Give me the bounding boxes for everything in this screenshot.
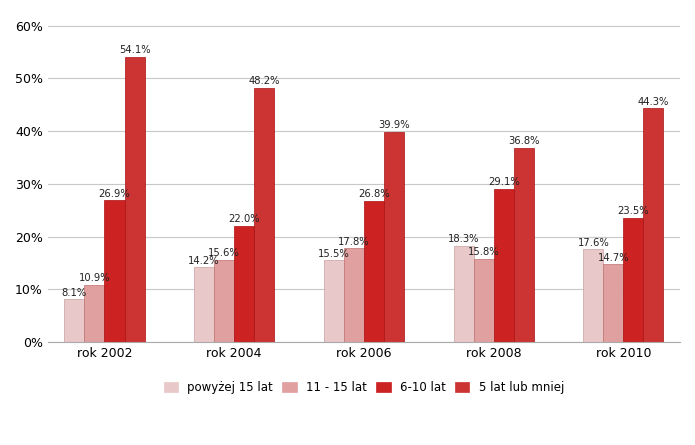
Bar xyxy=(84,284,104,342)
Bar xyxy=(344,248,364,342)
Bar xyxy=(65,299,84,342)
Bar xyxy=(234,226,254,342)
Text: 48.2%: 48.2% xyxy=(249,76,280,86)
Text: 22.0%: 22.0% xyxy=(229,214,260,224)
Text: 26.8%: 26.8% xyxy=(358,189,390,199)
Text: 15.8%: 15.8% xyxy=(468,247,500,257)
Bar xyxy=(194,267,214,342)
Text: 36.8%: 36.8% xyxy=(508,136,539,146)
Text: 15.6%: 15.6% xyxy=(208,248,240,258)
Bar xyxy=(473,259,493,342)
Text: 17.6%: 17.6% xyxy=(578,238,610,247)
Text: 26.9%: 26.9% xyxy=(99,189,131,198)
Bar xyxy=(364,201,384,342)
Text: 23.5%: 23.5% xyxy=(618,206,649,216)
Text: 14.7%: 14.7% xyxy=(598,253,629,263)
Bar xyxy=(603,264,623,342)
Text: 54.1%: 54.1% xyxy=(119,45,150,55)
Text: 17.8%: 17.8% xyxy=(338,237,370,247)
Bar xyxy=(623,218,644,342)
Text: 39.9%: 39.9% xyxy=(378,120,410,130)
Bar xyxy=(124,57,145,342)
Text: 10.9%: 10.9% xyxy=(79,273,111,283)
Bar xyxy=(324,260,344,342)
Text: 18.3%: 18.3% xyxy=(448,234,480,244)
Bar xyxy=(644,109,664,342)
Text: 14.2%: 14.2% xyxy=(188,255,220,266)
Bar xyxy=(454,246,473,342)
Bar xyxy=(214,260,234,342)
Text: 15.5%: 15.5% xyxy=(318,249,350,259)
Text: 29.1%: 29.1% xyxy=(488,177,520,187)
Legend: powyżej 15 lat, 11 - 15 lat, 6-10 lat, 5 lat lub mniej: powyżej 15 lat, 11 - 15 lat, 6-10 lat, 5… xyxy=(160,377,568,397)
Bar xyxy=(583,249,603,342)
Text: 8.1%: 8.1% xyxy=(62,288,87,298)
Bar xyxy=(493,189,514,342)
Bar xyxy=(104,200,124,342)
Text: 44.3%: 44.3% xyxy=(638,97,669,107)
Bar xyxy=(254,88,275,342)
Bar xyxy=(514,148,534,342)
Bar xyxy=(384,132,404,342)
